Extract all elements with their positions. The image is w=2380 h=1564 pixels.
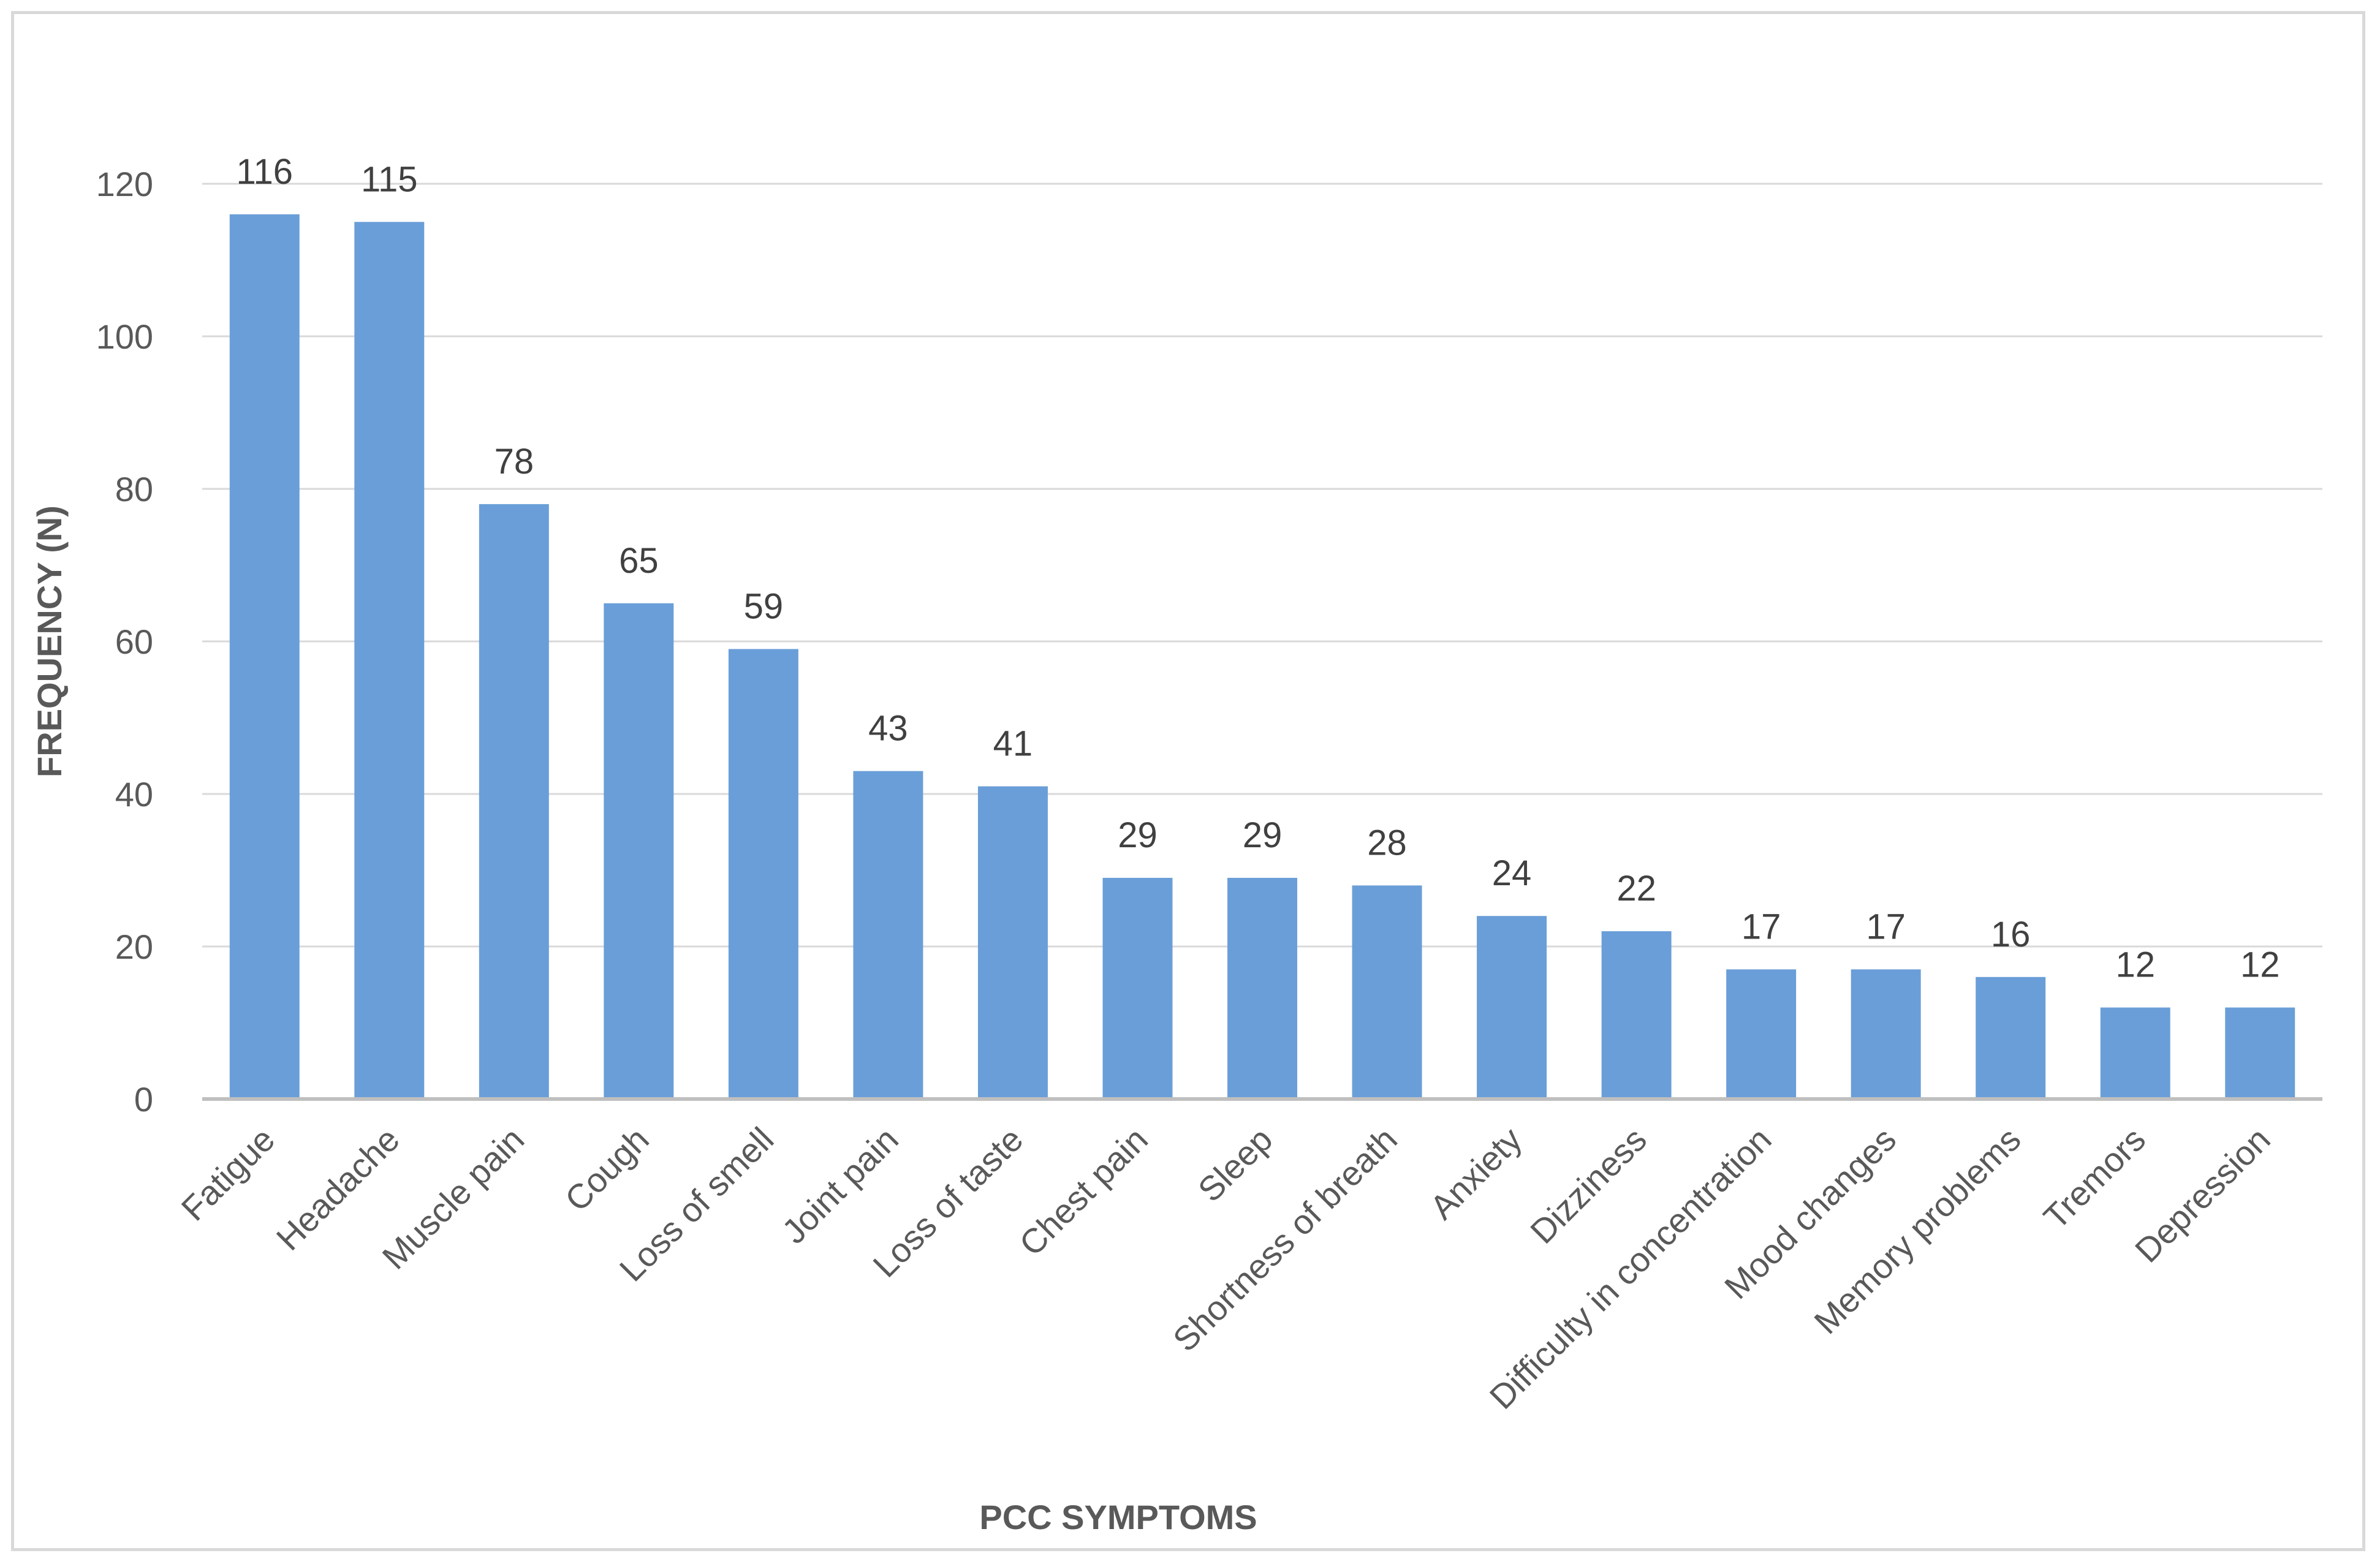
- data-label: 78: [495, 442, 534, 482]
- data-label: 17: [1866, 907, 1906, 946]
- bar: [1851, 969, 1921, 1099]
- x-tick-label: Memory problems: [1806, 1120, 2028, 1341]
- y-tick-label: 120: [96, 165, 153, 203]
- data-label: 41: [993, 724, 1033, 764]
- bar: [1352, 885, 1422, 1099]
- y-tick-label: 40: [115, 775, 153, 814]
- x-tick-label: Dizziness: [1523, 1120, 1654, 1251]
- data-labels: 116 115 78 65 59 43 41 29 29 28 24 22 17 17 16 12 12: [237, 152, 2280, 985]
- x-tick-label: Headache: [269, 1120, 407, 1258]
- data-label: 16: [1991, 915, 2031, 954]
- bar: [2100, 1007, 2170, 1099]
- y-axis-ticks: 0 20 40 60 80 100 120: [96, 165, 153, 1119]
- bar: [1227, 877, 1297, 1099]
- bar: [229, 214, 300, 1099]
- x-tick-label: Cough: [558, 1120, 656, 1218]
- bar: [1601, 931, 1672, 1099]
- x-tick-label: Chest pain: [1012, 1120, 1155, 1263]
- x-tick-label: Joint pain: [775, 1120, 906, 1251]
- bars: [229, 214, 2295, 1099]
- data-label: 116: [237, 152, 293, 192]
- bar: [728, 649, 798, 1099]
- data-label: 43: [868, 709, 908, 749]
- gridlines: [202, 183, 2322, 948]
- x-tick-label: Shortness of breath: [1165, 1120, 1404, 1359]
- x-tick-label: Depression: [2128, 1120, 2278, 1270]
- data-label: 65: [619, 541, 659, 581]
- data-label: 28: [1367, 823, 1407, 863]
- bar: [1102, 877, 1173, 1099]
- bar: [1726, 969, 1797, 1099]
- y-axis-title: FREQUENCY (N): [30, 505, 69, 777]
- data-label: 29: [1118, 815, 1158, 855]
- data-label: 29: [1243, 815, 1283, 855]
- y-tick-label: 100: [96, 317, 153, 356]
- bar: [604, 603, 674, 1099]
- x-axis-title: PCC SYMPTOMS: [979, 1498, 1257, 1536]
- bar: [479, 504, 549, 1099]
- x-tick-label: Fatigue: [174, 1120, 282, 1228]
- data-label: 17: [1741, 907, 1781, 946]
- bar: [1477, 916, 1547, 1099]
- bar: [2225, 1007, 2295, 1099]
- x-tick-label: Sleep: [1191, 1120, 1280, 1209]
- bar: [1976, 977, 2046, 1099]
- data-label: 22: [1616, 869, 1656, 909]
- data-label: 12: [2115, 945, 2155, 985]
- y-tick-label: 20: [115, 927, 153, 966]
- x-tick-label: Anxiety: [1422, 1120, 1529, 1226]
- data-label: 12: [2240, 945, 2280, 985]
- data-label: 115: [361, 159, 417, 199]
- bar: [853, 771, 923, 1099]
- data-label: 59: [744, 586, 784, 626]
- y-tick-label: 0: [134, 1080, 153, 1119]
- y-tick-label: 80: [115, 470, 153, 508]
- bar: [977, 786, 1048, 1099]
- y-tick-label: 60: [115, 622, 153, 661]
- x-tick-label: Tremors: [2036, 1120, 2153, 1236]
- data-label: 24: [1492, 853, 1532, 893]
- bar: [354, 222, 425, 1099]
